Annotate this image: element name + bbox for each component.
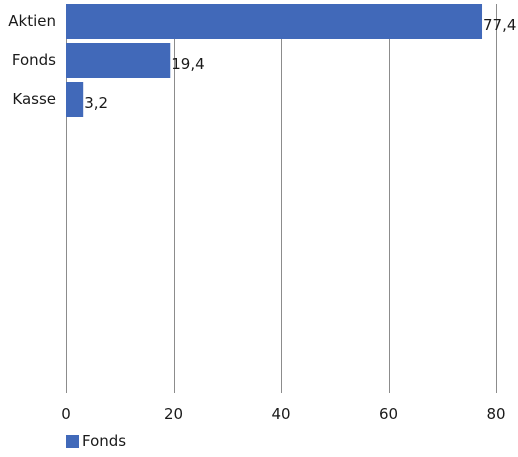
legend-swatch [66, 435, 79, 448]
data-label: 3,2 [84, 94, 108, 112]
bar-aktien [66, 4, 483, 39]
category-label: Fonds [12, 51, 56, 69]
bar-fonds [66, 43, 171, 78]
x-tick-label: 40 [271, 405, 290, 423]
category-label: Kasse [12, 90, 56, 108]
data-label: 19,4 [171, 55, 204, 73]
category-label: Aktien [8, 12, 56, 30]
x-tick-label: 0 [61, 405, 71, 423]
data-label: 77,4 [483, 16, 516, 34]
x-tick-label: 60 [379, 405, 398, 423]
legend-label: Fonds [82, 432, 127, 450]
bar-kasse [66, 82, 84, 117]
x-tick-label: 20 [164, 405, 183, 423]
x-tick-label: 80 [486, 405, 505, 423]
legend: Fonds [66, 434, 126, 449]
